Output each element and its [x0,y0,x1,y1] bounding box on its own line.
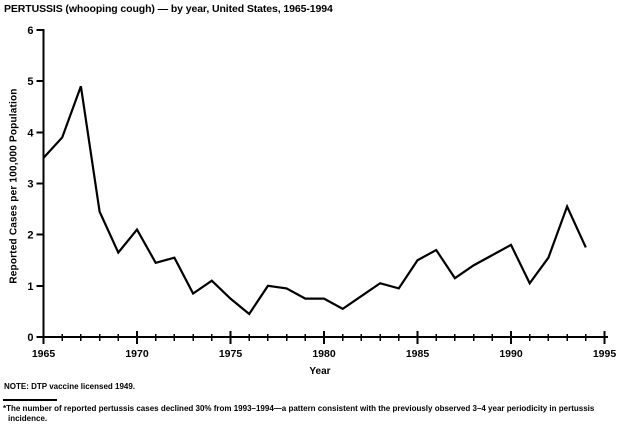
x-tick-label: 1990 [499,348,523,360]
footnote-separator [3,399,57,401]
x-tick-label: 1965 [32,348,56,360]
chart-title: PERTUSSIS (whooping cough) — by year, Un… [4,3,333,15]
y-tick-label: 1 [27,281,33,293]
y-tick-label: 2 [27,230,33,242]
x-tick-label: 1980 [312,348,336,360]
y-tick-label: 0 [27,332,33,344]
x-axis-title: Year [309,366,331,377]
footnote-text: *The number of reported pertussis cases … [3,404,595,423]
y-tick-label: 3 [27,179,33,191]
note-text: NOTE: DTP vaccine licensed 1949. [4,382,136,391]
x-tick-label: 1975 [219,348,243,360]
pertussis-data-line [42,85,587,316]
y-axis-title: Reported Cases per 100,000 Population [8,88,20,284]
y-tick-label: 4 [27,127,34,139]
x-tick-label: 1985 [406,348,430,360]
y-tick-label: 5 [27,76,33,88]
y-tick-label: 6 [27,25,33,37]
x-tick-label: 1970 [125,348,149,360]
x-tick-label: 1995 [593,348,617,360]
